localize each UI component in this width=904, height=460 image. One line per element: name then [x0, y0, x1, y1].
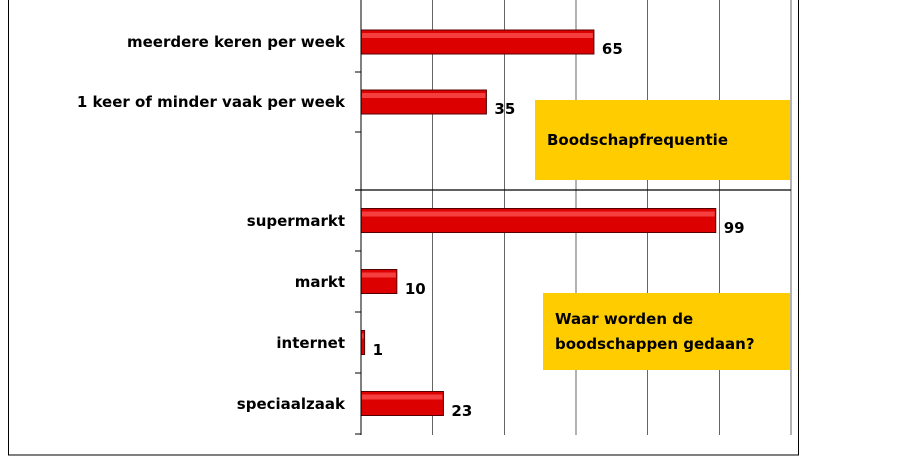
- category-label: supermarkt: [25, 207, 345, 235]
- category-text: meerdere keren per week: [126, 33, 345, 51]
- annotation: Waar worden de boodschappen gedaan?: [543, 293, 790, 370]
- bar-highlight: [362, 93, 486, 98]
- category-label: 1 keer of minder vaak per week: [25, 88, 345, 116]
- bar-highlight: [362, 33, 593, 38]
- category-text: speciaalzaak: [236, 394, 345, 413]
- category-text: markt: [294, 272, 345, 291]
- bar-highlight: [362, 211, 715, 217]
- value-label: 99: [723, 218, 745, 237]
- category-label: markt: [25, 268, 345, 296]
- bar-highlight: [362, 333, 364, 339]
- category-text: internet: [276, 333, 345, 352]
- value-label: 1: [372, 340, 384, 359]
- category-label: meerdere keren per week: [25, 28, 345, 56]
- value-label: 10: [404, 279, 426, 298]
- category-label: internet: [25, 329, 345, 357]
- bar-highlight: [362, 272, 396, 278]
- frame: [8, 0, 799, 456]
- value-label: 65: [601, 40, 623, 58]
- category-text: supermarkt: [246, 211, 345, 230]
- bar-highlight: [362, 394, 443, 400]
- annotation: Boodschapfrequentie: [535, 100, 790, 180]
- category-label: speciaalzaak: [25, 390, 345, 418]
- value-label: 23: [451, 401, 473, 420]
- category-text: 1 keer of minder vaak per week: [76, 93, 345, 111]
- value-label: 35: [494, 100, 516, 118]
